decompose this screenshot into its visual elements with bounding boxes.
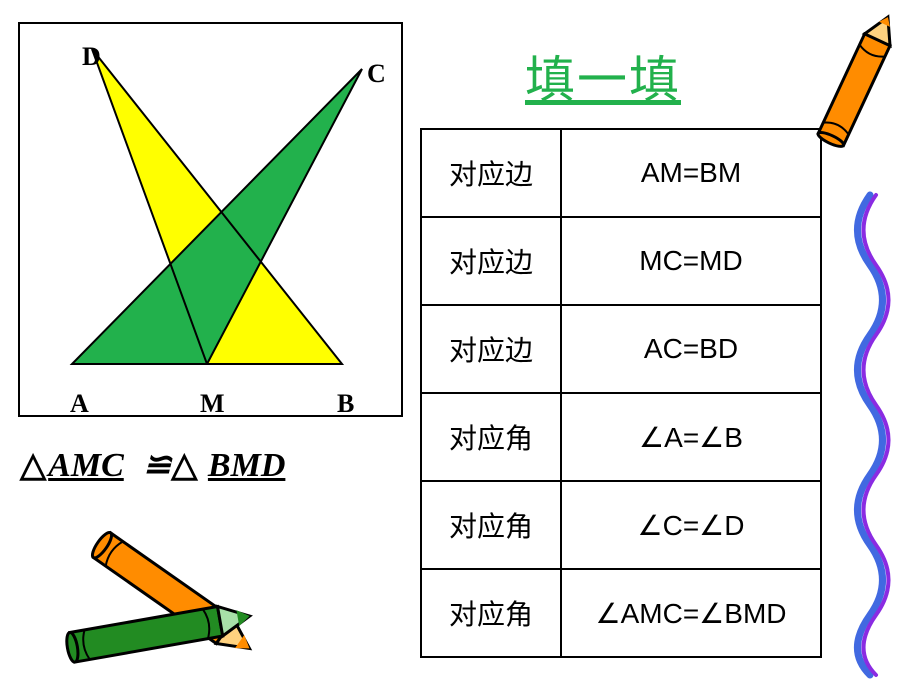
row-label: 对应边 xyxy=(421,217,561,305)
triangle-diagram xyxy=(32,34,392,409)
row-label: 对应角 xyxy=(421,481,561,569)
table-row: 对应角∠AMC=∠BMD xyxy=(421,569,821,657)
table-row: 对应边MC=MD xyxy=(421,217,821,305)
row-value: AC=BD xyxy=(561,305,821,393)
squiggle-decoration xyxy=(840,190,900,680)
table-row: 对应角∠C=∠D xyxy=(421,481,821,569)
vertex-label-m: M xyxy=(200,389,225,419)
congruence-statement: △AMC ≌△ BMD xyxy=(20,445,287,485)
table-row: 对应边AM=BM xyxy=(421,129,821,217)
congruence-right: BMD xyxy=(206,447,287,484)
vertex-label-b: B xyxy=(337,389,354,419)
row-value: ∠A=∠B xyxy=(561,393,821,481)
row-value: AM=BM xyxy=(561,129,821,217)
page-title: 填一填 xyxy=(525,40,681,112)
row-label: 对应角 xyxy=(421,393,561,481)
row-value: ∠AMC=∠BMD xyxy=(561,569,821,657)
correspondence-table: 对应边AM=BM对应边MC=MD对应边AC=BD对应角∠A=∠B对应角∠C=∠D… xyxy=(420,128,822,658)
vertex-label-a: A xyxy=(70,389,89,419)
vertex-label-d: D xyxy=(82,42,101,72)
crayon-decoration-top-right xyxy=(800,5,910,175)
row-value: MC=MD xyxy=(561,217,821,305)
vertex-label-c: C xyxy=(367,59,386,89)
congruence-left: AMC xyxy=(46,447,126,484)
row-value: ∠C=∠D xyxy=(561,481,821,569)
row-label: 对应边 xyxy=(421,305,561,393)
crayon-decoration-bottom-left xyxy=(30,530,310,680)
diagram-frame: A M B D C xyxy=(18,22,403,417)
row-label: 对应边 xyxy=(421,129,561,217)
row-label: 对应角 xyxy=(421,569,561,657)
table-row: 对应边AC=BD xyxy=(421,305,821,393)
table-row: 对应角∠A=∠B xyxy=(421,393,821,481)
